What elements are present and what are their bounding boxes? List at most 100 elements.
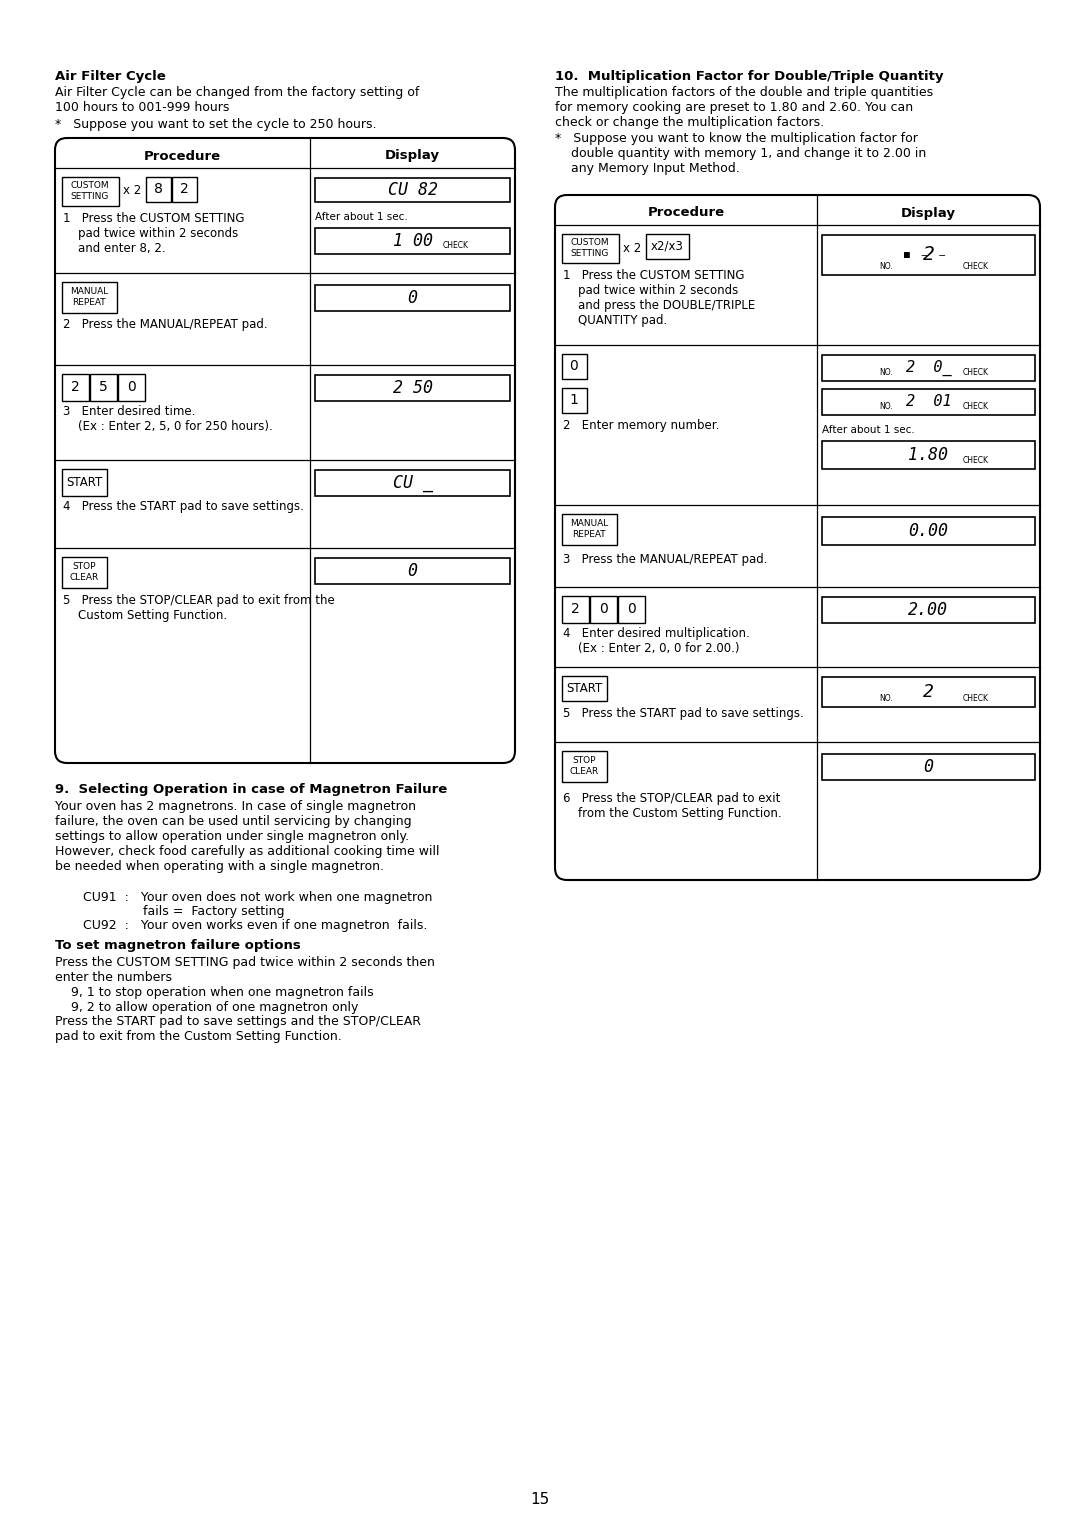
Text: Procedure: Procedure xyxy=(144,150,221,162)
FancyBboxPatch shape xyxy=(315,179,510,202)
FancyBboxPatch shape xyxy=(562,388,586,412)
FancyBboxPatch shape xyxy=(90,374,117,400)
Text: 5   Press the START pad to save settings.: 5 Press the START pad to save settings. xyxy=(563,707,804,721)
Text: 4   Enter desired multiplication.
    (Ex : Enter 2, 0, 0 for 2.00.): 4 Enter desired multiplication. (Ex : En… xyxy=(563,628,750,655)
Text: ■  —  —: ■ — — xyxy=(904,250,945,260)
FancyBboxPatch shape xyxy=(822,597,1035,623)
Text: 5   Press the STOP/CLEAR pad to exit from the
    Custom Setting Function.: 5 Press the STOP/CLEAR pad to exit from … xyxy=(63,594,335,621)
Text: MANUAL
REPEAT: MANUAL REPEAT xyxy=(70,287,108,307)
Text: CU92  :   Your oven works even if one magnetron  fails.: CU92 : Your oven works even if one magne… xyxy=(67,919,428,931)
Text: Display: Display xyxy=(901,206,956,220)
Text: NO.: NO. xyxy=(879,263,893,270)
Text: *   Suppose you want to set the cycle to 250 hours.: * Suppose you want to set the cycle to 2… xyxy=(55,118,377,131)
Text: 2: 2 xyxy=(922,246,934,264)
Text: 2  01: 2 01 xyxy=(906,394,951,409)
Text: 0: 0 xyxy=(407,562,418,580)
FancyBboxPatch shape xyxy=(62,281,117,313)
FancyBboxPatch shape xyxy=(62,177,119,206)
Text: After about 1 sec.: After about 1 sec. xyxy=(315,212,408,221)
FancyBboxPatch shape xyxy=(646,234,689,258)
Text: CHECK: CHECK xyxy=(443,241,469,250)
FancyBboxPatch shape xyxy=(822,235,1035,275)
Text: 15: 15 xyxy=(530,1492,550,1507)
Text: 2  0_: 2 0_ xyxy=(906,360,951,376)
FancyBboxPatch shape xyxy=(618,596,645,623)
Text: STOP
CLEAR: STOP CLEAR xyxy=(69,562,98,582)
Text: NO.: NO. xyxy=(879,368,893,377)
Text: 2: 2 xyxy=(70,380,79,394)
FancyBboxPatch shape xyxy=(146,177,171,202)
Text: CHECK: CHECK xyxy=(962,693,988,702)
Text: 2: 2 xyxy=(923,683,934,701)
FancyBboxPatch shape xyxy=(62,556,107,588)
FancyBboxPatch shape xyxy=(822,441,1035,469)
Text: 2   Enter memory number.: 2 Enter memory number. xyxy=(563,418,719,432)
Text: 2   Press the MANUAL/REPEAT pad.: 2 Press the MANUAL/REPEAT pad. xyxy=(63,318,268,331)
FancyBboxPatch shape xyxy=(55,137,515,764)
Text: START: START xyxy=(566,681,603,695)
Text: CHECK: CHECK xyxy=(962,263,988,270)
FancyBboxPatch shape xyxy=(62,374,89,400)
FancyBboxPatch shape xyxy=(172,177,197,202)
FancyBboxPatch shape xyxy=(562,353,586,379)
FancyBboxPatch shape xyxy=(118,374,145,400)
Text: CHECK: CHECK xyxy=(962,457,988,466)
Text: 4   Press the START pad to save settings.: 4 Press the START pad to save settings. xyxy=(63,499,303,513)
FancyBboxPatch shape xyxy=(315,228,510,253)
Text: 1   Press the CUSTOM SETTING
    pad twice within 2 seconds
    and press the DO: 1 Press the CUSTOM SETTING pad twice wit… xyxy=(563,269,755,327)
FancyBboxPatch shape xyxy=(315,470,510,496)
Text: 8: 8 xyxy=(153,182,162,195)
Text: 10.  Multiplication Factor for Double/Triple Quantity: 10. Multiplication Factor for Double/Tri… xyxy=(555,70,944,82)
Text: CUSTOM
SETTING: CUSTOM SETTING xyxy=(570,238,609,258)
FancyBboxPatch shape xyxy=(315,376,510,402)
Text: Press the CUSTOM SETTING pad twice within 2 seconds then
enter the numbers
    9: Press the CUSTOM SETTING pad twice withi… xyxy=(55,956,435,1014)
Text: CUSTOM
SETTING: CUSTOM SETTING xyxy=(70,182,109,200)
Text: 1.80: 1.80 xyxy=(908,446,948,464)
Text: CU _: CU _ xyxy=(393,473,433,492)
Text: 5: 5 xyxy=(98,380,107,394)
Text: NO.: NO. xyxy=(879,693,893,702)
Text: fails =  Factory setting: fails = Factory setting xyxy=(67,906,284,918)
FancyBboxPatch shape xyxy=(315,557,510,583)
Text: Press the START pad to save settings and the STOP/CLEAR
pad to exit from the Cus: Press the START pad to save settings and… xyxy=(55,1015,421,1043)
Text: Air Filter Cycle: Air Filter Cycle xyxy=(55,70,165,82)
Text: CHECK: CHECK xyxy=(962,402,988,411)
Text: Display: Display xyxy=(386,150,441,162)
Text: 0: 0 xyxy=(598,602,607,615)
Text: x 2: x 2 xyxy=(123,185,141,197)
FancyBboxPatch shape xyxy=(562,513,617,545)
Text: STOP
CLEAR: STOP CLEAR xyxy=(569,756,598,776)
FancyBboxPatch shape xyxy=(562,675,607,701)
FancyBboxPatch shape xyxy=(822,754,1035,780)
Text: 0: 0 xyxy=(626,602,635,615)
Text: CU 82: CU 82 xyxy=(388,182,437,199)
Text: The multiplication factors of the double and triple quantities
for memory cookin: The multiplication factors of the double… xyxy=(555,86,933,128)
Text: 3   Press the MANUAL/REPEAT pad.: 3 Press the MANUAL/REPEAT pad. xyxy=(563,553,768,567)
Text: 0: 0 xyxy=(407,289,418,307)
Text: To set magnetron failure options: To set magnetron failure options xyxy=(55,939,300,951)
Text: 1 00: 1 00 xyxy=(393,232,433,250)
FancyBboxPatch shape xyxy=(562,596,589,623)
Text: 2: 2 xyxy=(179,182,188,195)
Text: CU91  :   Your oven does not work when one magnetron: CU91 : Your oven does not work when one … xyxy=(67,890,432,904)
Text: Your oven has 2 magnetrons. In case of single magnetron
failure, the oven can be: Your oven has 2 magnetrons. In case of s… xyxy=(55,800,440,873)
FancyBboxPatch shape xyxy=(315,286,510,312)
Text: 0: 0 xyxy=(569,359,579,373)
FancyBboxPatch shape xyxy=(822,354,1035,382)
FancyBboxPatch shape xyxy=(62,469,107,495)
Text: 2.00: 2.00 xyxy=(908,602,948,618)
Text: Air Filter Cycle can be changed from the factory setting of
100 hours to 001-999: Air Filter Cycle can be changed from the… xyxy=(55,86,419,115)
FancyBboxPatch shape xyxy=(555,195,1040,880)
Text: CHECK: CHECK xyxy=(962,368,988,377)
Text: 0: 0 xyxy=(923,757,933,776)
Text: NO.: NO. xyxy=(879,402,893,411)
Text: x 2: x 2 xyxy=(623,241,642,255)
Text: MANUAL
REPEAT: MANUAL REPEAT xyxy=(570,519,608,539)
FancyBboxPatch shape xyxy=(822,518,1035,545)
FancyBboxPatch shape xyxy=(562,750,607,782)
FancyBboxPatch shape xyxy=(822,389,1035,415)
Text: 0.00: 0.00 xyxy=(908,522,948,541)
Text: 0: 0 xyxy=(126,380,135,394)
Text: 1   Press the CUSTOM SETTING
    pad twice within 2 seconds
    and enter 8, 2.: 1 Press the CUSTOM SETTING pad twice wit… xyxy=(63,212,244,255)
FancyBboxPatch shape xyxy=(822,676,1035,707)
